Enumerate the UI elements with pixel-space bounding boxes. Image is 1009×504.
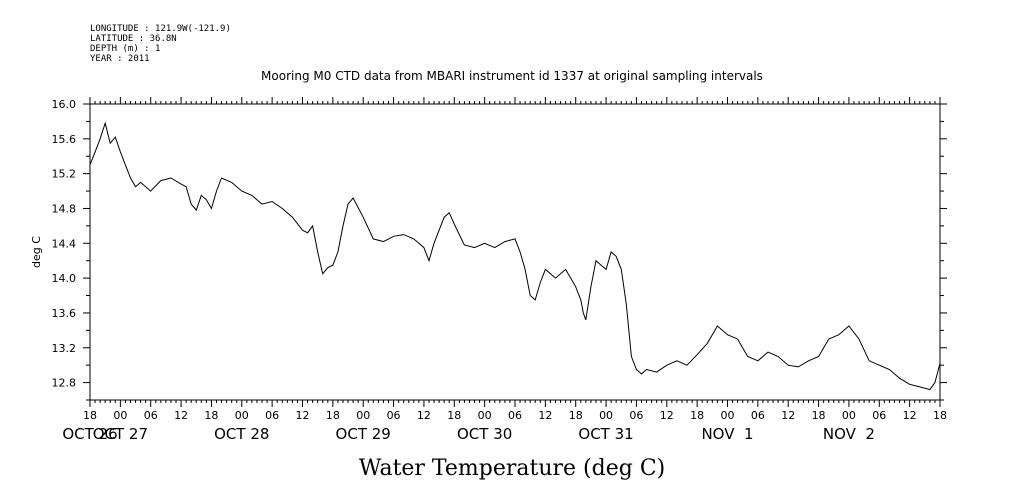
y-tick-label: 14.4	[52, 237, 77, 250]
x-day-label: NOV 1	[701, 425, 753, 443]
x-tick-label: 18	[447, 409, 461, 422]
x-tick-label: 06	[629, 409, 643, 422]
x-tick-label: 06	[872, 409, 886, 422]
depth-text: DEPTH (m) : 1	[90, 44, 160, 54]
x-tick-label: 18	[812, 409, 826, 422]
x-tick-label: 00	[113, 409, 127, 422]
x-day-label: OCT 31	[578, 425, 633, 443]
x-tick-label: 18	[83, 409, 97, 422]
x-tick-label: 00	[356, 409, 370, 422]
x-day-label: OCT 26	[62, 425, 117, 443]
y-tick-label: 13.6	[52, 307, 77, 320]
longitude-text: LONGITUDE : 121.9W(-121.9)	[90, 24, 231, 34]
latitude-text: LATITUDE : 36.8N	[90, 34, 177, 44]
y-tick-label: 12.8	[52, 377, 77, 390]
x-tick-label: 18	[326, 409, 340, 422]
x-tick-label: 06	[508, 409, 522, 422]
y-tick-label: 15.2	[52, 168, 77, 181]
x-tick-label: 12	[781, 409, 795, 422]
x-tick-label: 06	[144, 409, 158, 422]
x-axis: 18 00 06 12 18 00 06 12 18 00 06 12 18 00 06 12 18 00 06 12…	[62, 97, 947, 443]
x-tick-label: 06	[751, 409, 765, 422]
x-tick-label: 12	[660, 409, 674, 422]
y-tick-label: 15.6	[52, 133, 77, 146]
x-tick-label: 12	[417, 409, 431, 422]
series-line-water-temperature	[89, 121, 941, 391]
y-tick-label: 16.0	[52, 98, 77, 111]
y-axis-label: deg C	[30, 236, 43, 268]
x-tick-label: 00	[842, 409, 856, 422]
y-tick-label: 14.0	[52, 272, 77, 285]
x-day-label: OCT 27	[93, 425, 148, 443]
x-tick-label: 00	[721, 409, 735, 422]
year-text: YEAR : 2011	[90, 54, 150, 64]
x-tick-label: 06	[265, 409, 279, 422]
x-tick-label: 18	[690, 409, 704, 422]
x-tick-label: 18	[569, 409, 583, 422]
y-tick-label: 14.8	[52, 202, 77, 215]
x-day-label: OCT 28	[214, 425, 269, 443]
x-tick-label: 00	[235, 409, 249, 422]
x-tick-label: 00	[478, 409, 492, 422]
x-tick-label: 12	[538, 409, 552, 422]
x-axis-label: Water Temperature (deg C)	[359, 456, 666, 481]
x-tick-label: 18	[204, 409, 218, 422]
metadata-block: LONGITUDE : 121.9W(-121.9) LATITUDE : 36…	[90, 24, 231, 64]
x-tick-label: 12	[903, 409, 917, 422]
x-tick-label: 12	[296, 409, 310, 422]
plot-frame	[89, 103, 941, 401]
x-day-label: OCT 29	[336, 425, 391, 443]
x-day-label: NOV 2	[823, 425, 875, 443]
chart-title: Mooring M0 CTD data from MBARI instrumen…	[261, 69, 763, 83]
x-tick-label: 06	[387, 409, 401, 422]
x-day-label: OCT 30	[457, 425, 512, 443]
x-tick-label: 12	[174, 409, 188, 422]
x-tick-label: 00	[599, 409, 613, 422]
y-tick-label: 13.2	[52, 342, 77, 355]
y-axis: 12.8 13.2 13.6 14.0 14.4 14.8 15.2 15.6 16.0	[52, 98, 947, 401]
x-tick-label: 18	[933, 409, 947, 422]
